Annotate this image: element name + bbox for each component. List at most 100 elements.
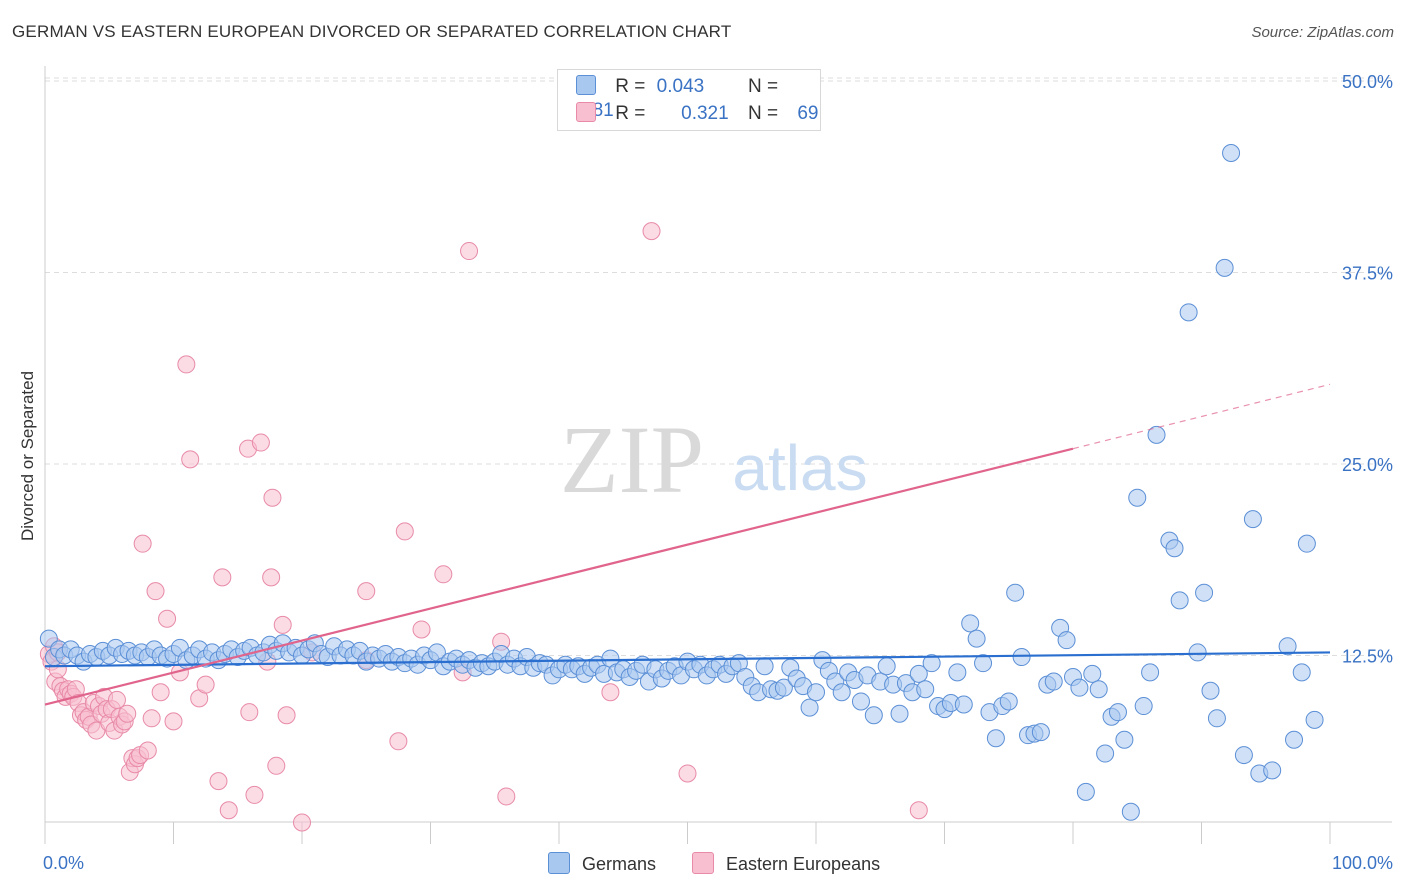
data-point-germans <box>1108 703 1127 722</box>
data-point-eastern-europeans <box>138 741 157 760</box>
stats-legend: R = 0.043 N = 181 R = 0.321 N = 69 <box>557 69 821 131</box>
data-point-germans <box>1128 488 1147 507</box>
y-tick-label: 50.0% <box>1342 72 1393 92</box>
data-point-eastern-europeans <box>177 355 196 374</box>
data-point-eastern-europeans <box>219 801 238 820</box>
data-point-germans <box>1297 534 1316 553</box>
data-point-eastern-europeans <box>164 712 183 731</box>
data-point-germans <box>1201 681 1220 700</box>
trend-lines <box>44 383 1331 706</box>
data-point-germans <box>1170 591 1189 610</box>
x-tick-label: 0.0% <box>43 853 84 873</box>
data-point-eastern-europeans <box>497 787 516 806</box>
bottom-legend-label-germans: Germans <box>582 854 657 874</box>
legend-n-label: N = <box>747 103 779 124</box>
data-point-germans <box>864 706 883 725</box>
series-eastern-europeans <box>39 222 928 832</box>
data-point-germans <box>954 695 973 714</box>
data-point-germans <box>1165 539 1184 558</box>
gridlines <box>45 77 1392 656</box>
data-point-germans <box>948 663 967 682</box>
legend-row-germans: R = 0.043 N = 181 <box>576 75 820 121</box>
data-point-germans <box>1222 144 1241 163</box>
legend-n-value: 69 <box>797 103 819 124</box>
data-point-germans <box>916 680 935 699</box>
data-point-germans <box>1215 258 1234 277</box>
data-point-eastern-europeans <box>213 568 232 587</box>
data-point-germans <box>986 729 1005 748</box>
data-point-eastern-europeans <box>142 709 161 728</box>
data-point-germans <box>1044 672 1063 691</box>
data-point-germans <box>1096 744 1115 763</box>
data-point-germans <box>1121 802 1140 821</box>
data-point-eastern-europeans <box>434 565 453 584</box>
data-point-eastern-europeans <box>263 488 282 507</box>
source-credit: Source: ZipAtlas.com <box>1251 24 1394 41</box>
data-point-eastern-europeans <box>133 534 152 553</box>
data-point-germans <box>774 678 793 697</box>
legend-n-label: N = <box>747 76 779 97</box>
data-point-germans <box>1141 663 1160 682</box>
data-point-eastern-europeans <box>460 242 479 261</box>
data-point-germans <box>1305 710 1324 729</box>
data-point-germans <box>1012 648 1031 667</box>
legend-row-eastern-europeans: R = 0.321 N = 69 <box>576 102 818 126</box>
data-point-germans <box>1285 730 1304 749</box>
data-point-germans <box>1057 631 1076 650</box>
data-point-germans <box>1292 663 1311 682</box>
data-point-germans <box>832 683 851 702</box>
data-point-germans <box>974 654 993 673</box>
data-point-germans <box>1195 583 1214 602</box>
data-point-germans <box>1263 761 1282 780</box>
y-tick-label: 37.5% <box>1342 264 1393 284</box>
legend-r-label: R = <box>615 103 646 124</box>
data-point-germans <box>1031 723 1050 742</box>
data-point-eastern-europeans <box>601 683 620 702</box>
data-point-germans <box>1188 643 1207 662</box>
trend-line-germans <box>44 651 1331 668</box>
legend-swatch-eastern-europeans <box>576 102 596 122</box>
bottom-legend-eastern-europeans: Eastern Europeans <box>692 852 880 876</box>
data-point-eastern-europeans <box>389 732 408 751</box>
bottom-legend-label-eastern-europeans: Eastern Europeans <box>726 854 881 874</box>
data-point-germans <box>967 629 986 648</box>
data-point-germans <box>999 692 1018 711</box>
data-point-eastern-europeans <box>262 568 281 587</box>
data-point-eastern-europeans <box>158 609 177 628</box>
axes <box>44 66 1392 844</box>
data-point-germans <box>877 657 896 676</box>
data-point-germans <box>1179 303 1198 322</box>
data-point-germans <box>755 657 774 676</box>
trend-line-eastern-europeans <box>44 447 1074 706</box>
data-point-eastern-europeans <box>395 522 414 541</box>
data-point-eastern-europeans <box>273 615 292 634</box>
x-tick-label: 100.0% <box>1332 853 1393 873</box>
data-point-germans <box>807 683 825 702</box>
legend-r-label: R = <box>615 76 646 97</box>
data-point-germans <box>851 692 870 711</box>
data-point-eastern-europeans <box>293 813 311 832</box>
data-point-germans <box>922 654 941 673</box>
data-point-eastern-europeans <box>118 704 137 723</box>
y-axis-label: Divorced or Separated <box>18 371 37 541</box>
trend-line-extension-eastern-europeans <box>1072 383 1331 450</box>
data-point-eastern-europeans <box>209 772 228 791</box>
legend-r-value: 0.321 <box>681 103 729 124</box>
data-point-germans <box>1278 637 1297 656</box>
data-point-germans <box>890 704 909 723</box>
data-point-eastern-europeans <box>267 756 286 775</box>
data-point-germans <box>1076 782 1095 801</box>
tick-labels: 12.5% 25.0% 37.5% 50.0% 0.0% 100.0% <box>43 72 1393 873</box>
data-point-germans <box>1089 680 1108 699</box>
legend-swatch-germans <box>576 75 596 95</box>
data-point-eastern-europeans <box>909 801 928 820</box>
watermark-atlas: atlas <box>732 432 867 504</box>
y-tick-label: 25.0% <box>1342 455 1393 475</box>
y-tick-label: 12.5% <box>1342 647 1393 667</box>
bottom-legend-swatch-eastern-europeans <box>692 852 714 874</box>
legend-r-value: 0.043 <box>656 76 705 97</box>
data-point-germans <box>1083 664 1102 683</box>
data-point-germans <box>1070 678 1089 697</box>
data-point-eastern-europeans <box>146 582 165 601</box>
